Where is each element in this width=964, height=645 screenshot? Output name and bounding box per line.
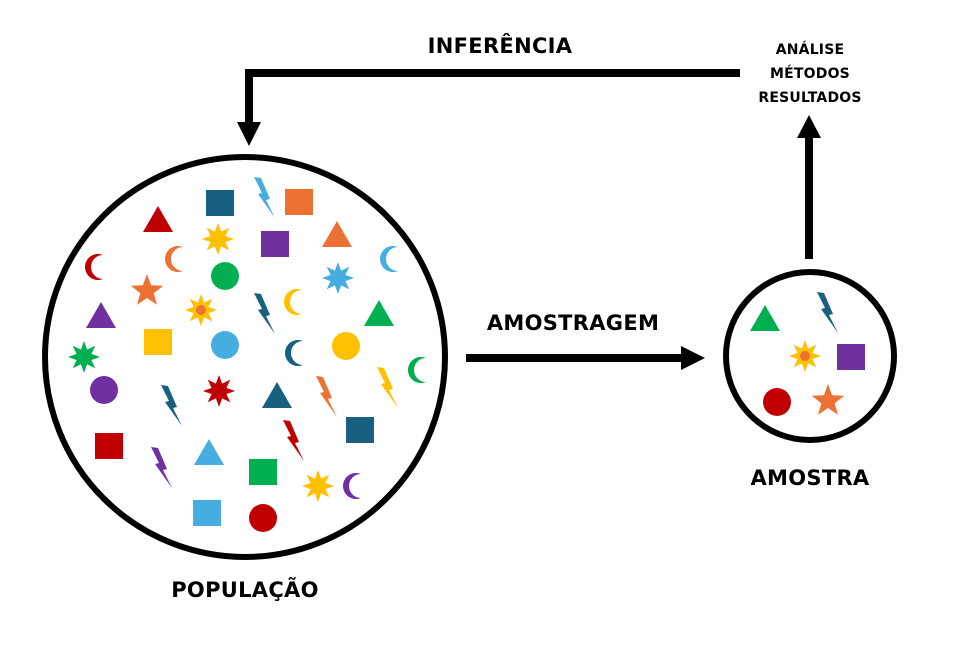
analysis-labels: ANÁLISE MÉTODOS RESULTADOS	[758, 38, 861, 110]
purple-triangle-icon	[86, 302, 116, 328]
orange-moon-icon	[165, 246, 183, 272]
red-bolt-icon	[283, 420, 304, 461]
sample-label: AMOSTRA	[750, 466, 870, 490]
navy-bolt-icon	[817, 292, 838, 333]
red-circle-icon	[249, 504, 277, 532]
orange-bolt-icon	[316, 376, 337, 417]
skyblue-square-icon	[193, 500, 221, 526]
sample-items	[750, 292, 865, 416]
red-circle-icon	[763, 388, 791, 416]
skyblue-moon-icon	[380, 246, 398, 272]
inference-label: INFERÊNCIA	[427, 34, 573, 58]
green-moon-icon	[408, 357, 426, 383]
red-moon-icon	[85, 254, 103, 280]
population-label: POPULAÇÃO	[171, 578, 319, 602]
purple-circle-icon	[90, 376, 118, 404]
skyblue-circle-icon	[211, 331, 239, 359]
green-square-icon	[249, 459, 277, 485]
green-burst-icon	[68, 341, 100, 373]
sampling-arrowhead	[681, 346, 705, 370]
navy-square-icon	[346, 417, 374, 443]
green-triangle-icon	[750, 305, 780, 331]
purple-moon-icon	[343, 473, 361, 499]
yellow-burst-icon	[302, 470, 334, 502]
yellow-moon-icon	[284, 289, 302, 315]
green-triangle-icon	[364, 300, 394, 326]
red-square-icon	[95, 433, 123, 459]
yellow-sun-icon	[185, 294, 217, 326]
inference-arrow	[245, 69, 740, 122]
results-label: RESULTADOS	[758, 90, 862, 106]
purple-square-icon	[837, 344, 865, 370]
navy-moon-icon	[285, 340, 303, 366]
analysis-arrowhead	[797, 115, 821, 138]
yellow-sun-icon	[789, 340, 821, 372]
green-circle-icon	[211, 262, 239, 290]
purple-square-icon	[261, 231, 289, 257]
analysis-label: ANÁLISE	[775, 42, 845, 58]
skyblue-triangle-icon	[194, 439, 224, 465]
orange-triangle-icon	[322, 221, 352, 247]
yellow-bolt-icon	[377, 367, 398, 408]
skyblue-bolt-icon	[254, 177, 275, 218]
yellow-burst-icon	[202, 223, 234, 255]
red-triangle-icon	[143, 206, 173, 232]
population-circle	[42, 154, 448, 560]
yellow-square-icon	[144, 329, 172, 355]
population-items	[68, 177, 426, 532]
methods-label: MÉTODOS	[770, 66, 850, 82]
sampling-label: AMOSTRAGEM	[486, 311, 660, 335]
orange-square-icon	[285, 189, 313, 215]
navy-triangle-icon	[262, 382, 292, 408]
inference-arrowhead	[237, 122, 261, 146]
orange-star-icon	[130, 274, 164, 305]
navy-bolt-icon	[254, 293, 275, 334]
red-burst-icon	[203, 375, 235, 407]
yellow-circle-icon	[332, 332, 360, 360]
purple-bolt-icon	[151, 447, 172, 488]
orange-star-icon	[811, 384, 845, 415]
skyblue-burst-icon	[322, 262, 354, 294]
navy-square-icon	[206, 190, 234, 216]
navy-bolt-icon	[161, 385, 182, 426]
